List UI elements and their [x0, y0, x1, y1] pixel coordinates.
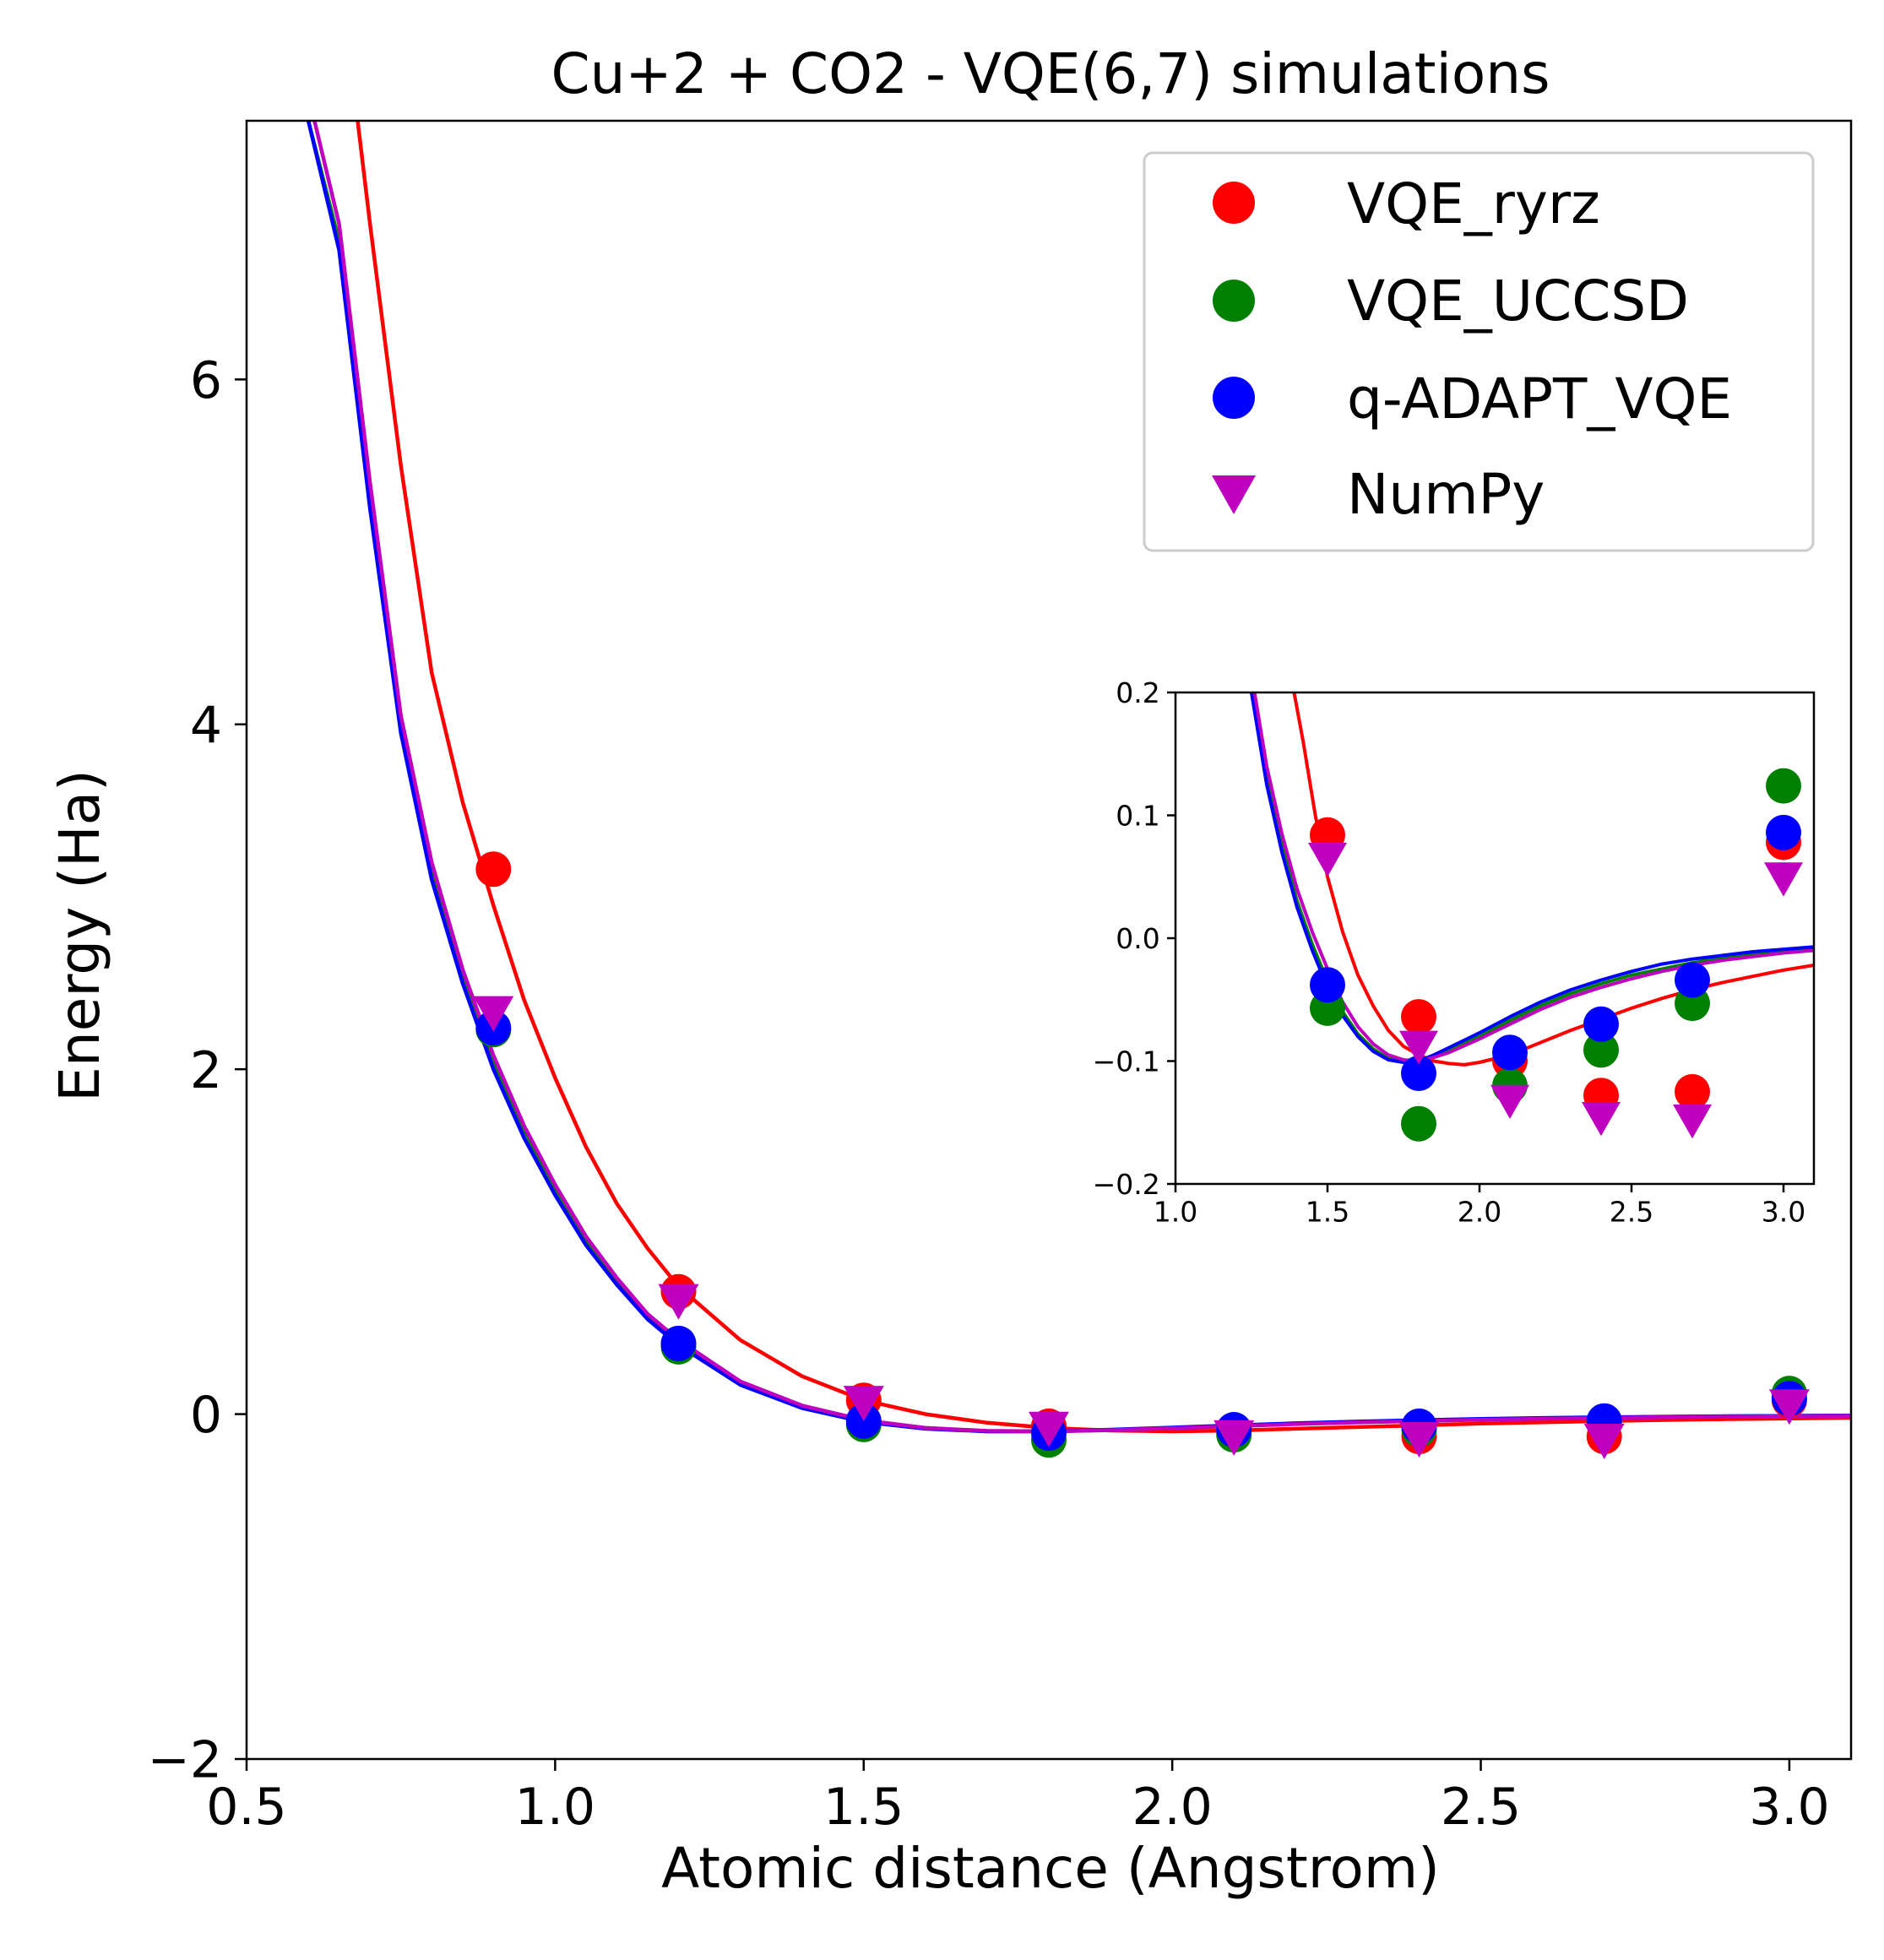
main-markers: [473, 851, 1810, 1459]
inset-point-numpy-5: [1764, 862, 1803, 897]
inset-point-q-adapt-vqe-5: [1766, 814, 1801, 850]
inset-x-tick-label-4: 3.0: [1762, 1196, 1805, 1229]
main-axes: 0.5 1.0 1.5 2.0 2.5 3.0 −2 0 2 4 6: [148, 119, 1853, 1837]
inset-background: [1175, 692, 1814, 1184]
inset-point-q-adapt-vqe-1: [1401, 1056, 1436, 1091]
main-y-tick-label-3: 4: [190, 696, 222, 755]
main-point-numpy-3: [1029, 1411, 1069, 1447]
main-x-tick-label-2: 1.5: [823, 1778, 904, 1837]
inset-point-numpy-3: [1582, 1102, 1621, 1137]
legend-frame: [1143, 151, 1815, 552]
main-point-numpy-6: [1583, 1424, 1625, 1459]
main-x-tick-label-3: 2.0: [1132, 1778, 1212, 1837]
main-point-numpy-2: [843, 1386, 884, 1422]
inset-x-tick-label-0: 1.0: [1154, 1196, 1197, 1229]
inset-y-tick-label-4: 0.2: [1116, 676, 1159, 709]
main-y-tick-label-2: 2: [190, 1041, 222, 1100]
x-axis-label: Atomic distance (Angstrom): [661, 1836, 1440, 1901]
main-y-tick-label-0: −2: [148, 1731, 222, 1790]
inset-point-q-adapt-vqe-0: [1310, 967, 1345, 1003]
inset-y-tick-label-3: 0.1: [1116, 799, 1159, 832]
main-point-numpy-5: [1398, 1422, 1440, 1458]
inset-point-vqe-uccsd-5: [1766, 768, 1801, 804]
main-x-tick-label-4: 2.5: [1441, 1778, 1521, 1837]
legend-marker-vqe-uccsd: [1213, 280, 1255, 322]
inset-y-tick-label-2: 0.0: [1116, 922, 1159, 955]
inset-point-q-adapt-vqe-3: [1583, 1006, 1619, 1042]
inset-point-vqe-uccsd-3: [1583, 1032, 1619, 1068]
main-plot-frame: [245, 119, 1853, 1761]
inset-point-q-adapt-vqe-4: [1675, 962, 1710, 998]
legend-label-q-adapt-vqe: q-ADAPT_VQE: [1347, 366, 1732, 432]
main-point-numpy-0: [473, 996, 514, 1032]
main-x-tick-label-1: 1.0: [515, 1778, 595, 1837]
inset-point-vqe-ryrz-4: [1675, 1073, 1710, 1110]
legend-label-vqe-ryrz: VQE_ryrz: [1347, 171, 1600, 236]
legend: VQE_ryrz VQE_UCCSD q-ADAPT_VQE NumPy: [1143, 151, 1815, 552]
inset-point-numpy-1: [1399, 1030, 1438, 1065]
inset-x-tick-label-3: 2.5: [1610, 1196, 1653, 1229]
inset-point-vqe-ryrz-1: [1401, 999, 1436, 1035]
legend-marker-vqe-ryrz: [1213, 182, 1255, 224]
main-y-tick-label-1: 0: [190, 1386, 222, 1445]
main-x-tick-label-0: 0.5: [206, 1778, 286, 1837]
main-curves: [306, 121, 1851, 1434]
inset-chart: 1.0 1.5 2.0 2.5 3.0 −0.2 −0.1 0.0 0.1 0.2: [1093, 676, 1816, 1229]
main-point-numpy-4: [1213, 1420, 1255, 1456]
legend-label-vqe-uccsd: VQE_UCCSD: [1347, 269, 1689, 334]
inset-point-vqe-uccsd-1: [1401, 1105, 1436, 1142]
inset-fit-curve-q-adapt-vqe: [1250, 692, 1814, 1064]
inset-y-tick-label-0: −0.2: [1093, 1168, 1160, 1201]
legend-label-numpy: NumPy: [1347, 462, 1545, 527]
inset-markers: [1308, 768, 1803, 1142]
main-point-vqe-ryrz-0: [475, 851, 512, 888]
y-axis-label: Energy (Ha): [47, 769, 112, 1102]
inset-point-numpy-2: [1490, 1084, 1529, 1119]
inset-x-tick-label-1: 1.5: [1306, 1196, 1349, 1229]
chart-title: Cu+2 + CO2 - VQE(6,7) simulations: [551, 41, 1550, 106]
inset-point-numpy-4: [1673, 1104, 1712, 1139]
main-fit-curve-vqe-ryrz: [356, 121, 1851, 1434]
inset-point-q-adapt-vqe-2: [1492, 1034, 1528, 1071]
inset-x-tick-label-2: 2.0: [1458, 1196, 1501, 1229]
main-x-tick-label-5: 3.0: [1749, 1778, 1829, 1837]
main-y-tick-label-4: 6: [190, 351, 222, 410]
inset-y-tick-label-1: −0.1: [1093, 1045, 1160, 1078]
inset-axes: 1.0 1.5 2.0 2.5 3.0 −0.2 −0.1 0.0 0.1 0.2: [1093, 676, 1816, 1229]
main-point-numpy-7: [1768, 1389, 1810, 1425]
legend-marker-q-adapt-vqe: [1213, 377, 1255, 419]
legend-marker-numpy: [1212, 475, 1256, 514]
main-point-numpy-1: [658, 1284, 699, 1320]
main-point-q-adapt-vqe-1: [660, 1325, 697, 1361]
inset-point-numpy-0: [1308, 843, 1347, 877]
main-fit-curve-numpy: [312, 121, 1851, 1434]
